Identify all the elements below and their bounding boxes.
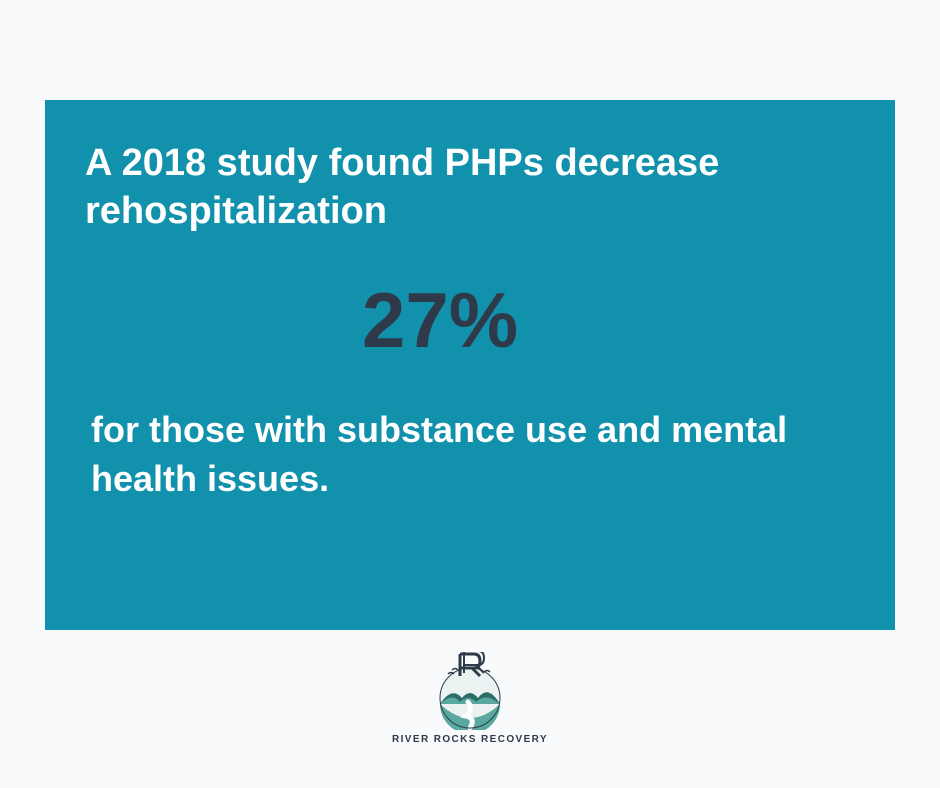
subline-text: for those with substance use and mental … bbox=[85, 406, 855, 503]
logo-company-name: RIVER ROCKS RECOVERY bbox=[392, 734, 548, 745]
stat-percentage: 27% bbox=[25, 275, 855, 366]
logo-graphic bbox=[424, 652, 516, 730]
headline-text: A 2018 study found PHPs decrease rehospi… bbox=[85, 140, 855, 235]
logo: RIVER ROCKS RECOVERY bbox=[392, 652, 548, 745]
stat-card: A 2018 study found PHPs decrease rehospi… bbox=[45, 100, 895, 630]
